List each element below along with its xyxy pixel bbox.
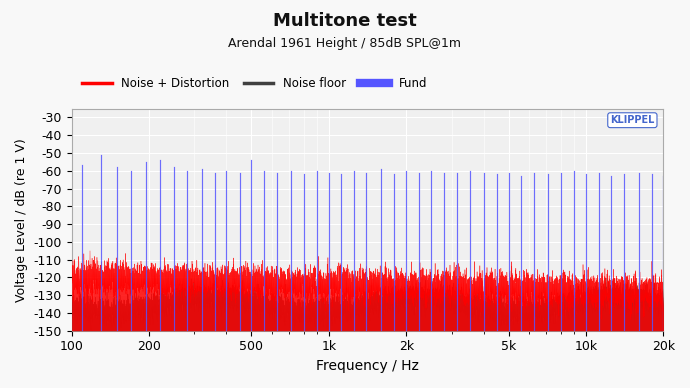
- Y-axis label: Voltage Level / dB (re 1 V): Voltage Level / dB (re 1 V): [15, 138, 28, 301]
- Text: Arendal 1961 Height / 85dB SPL@1m: Arendal 1961 Height / 85dB SPL@1m: [228, 37, 462, 50]
- Text: KLIPPEL: KLIPPEL: [610, 115, 655, 125]
- Text: Multitone test: Multitone test: [273, 12, 417, 29]
- Legend: Noise + Distortion, Noise floor, Fund: Noise + Distortion, Noise floor, Fund: [77, 72, 432, 95]
- X-axis label: Frequency / Hz: Frequency / Hz: [316, 359, 419, 373]
